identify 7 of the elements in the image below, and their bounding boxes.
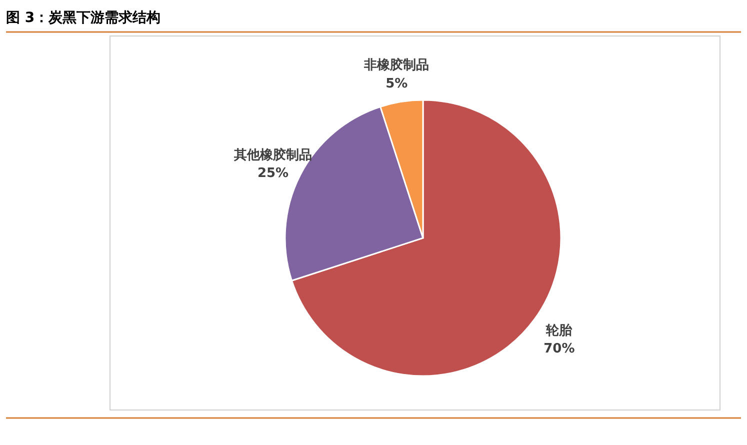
- text: 图 3：炭黑下游需求结构: [6, 10, 161, 26]
- slice-label: 其他橡胶制品: [232, 146, 312, 163]
- slice-label: 轮胎: [545, 323, 574, 338]
- slice-label: 非橡胶制品: [363, 57, 430, 74]
- data-label: 5%: [386, 76, 408, 92]
- data-label: 25%: [257, 166, 289, 182]
- data-label: 70%: [544, 342, 575, 357]
